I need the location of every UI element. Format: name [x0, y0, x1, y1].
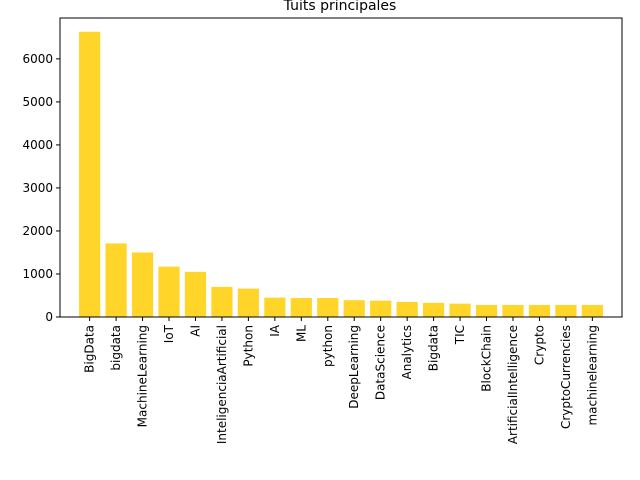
bar-Python: [237, 288, 259, 317]
bar-DeepLearning: [343, 300, 365, 317]
bar-Bigdata: [423, 302, 445, 317]
bar-IoT: [158, 266, 180, 317]
x-tick-label: Analytics: [400, 325, 414, 380]
x-tick-label: AI: [188, 325, 202, 337]
x-tick-label: bigdata: [109, 325, 123, 371]
x-tick-label: Bigdata: [427, 325, 441, 371]
bar-machinelearning: [581, 304, 603, 317]
y-tick-label: 2000: [22, 224, 53, 238]
y-tick-label: 0: [45, 310, 53, 324]
y-tick-label: 4000: [22, 138, 53, 152]
bar-Crypto: [528, 304, 551, 317]
x-tick-label: ArtificialIntelligence: [506, 325, 520, 444]
bar-python: [317, 298, 339, 317]
x-tick-label: python: [321, 325, 335, 367]
x-tick-label: ML: [294, 325, 308, 342]
chart-title: Tuits principales: [283, 0, 397, 14]
x-tick-label: IA: [268, 324, 282, 337]
bar-CryptoCurrencies: [555, 304, 577, 317]
x-tick-label: BlockChain: [480, 325, 494, 392]
y-axis: 0 1000 2000 3000 4000 5000 6000: [22, 52, 60, 324]
bar-Analytics: [396, 301, 418, 317]
bar-DataScience: [370, 300, 392, 317]
x-tick-label: machinelearning: [585, 325, 599, 426]
x-tick-label: Python: [241, 325, 255, 367]
bar-AI: [184, 271, 207, 317]
bars-group: [79, 31, 603, 317]
x-tick-label: BigData: [83, 325, 97, 373]
plot-frame: [59, 17, 623, 318]
y-tick-label: 6000: [22, 52, 53, 66]
y-tick-label: 1000: [22, 267, 53, 281]
x-tick-label: Crypto: [532, 325, 546, 365]
bar-ML: [290, 298, 312, 317]
y-tick-label: 3000: [22, 181, 53, 195]
bar-TIC: [449, 303, 471, 317]
bar-InteligenciaArtificial: [211, 286, 233, 317]
x-tick-label: IoT: [162, 324, 176, 343]
bar-IA: [264, 297, 286, 317]
bar-BigData: [79, 31, 101, 317]
bar-bigdata: [105, 243, 127, 317]
x-tick-label: InteligenciaArtificial: [215, 325, 229, 444]
y-tick-label: 5000: [22, 95, 53, 109]
x-tick-label: MachineLearning: [136, 325, 150, 427]
x-tick-label: DeepLearning: [347, 325, 361, 409]
bar-MachineLearning: [131, 252, 154, 317]
bar-ArtificialIntelligence: [502, 304, 524, 317]
x-tick-label: DataScience: [374, 325, 388, 400]
x-axis: BigData bigdata MachineLearning IoT AI Inteli…: [83, 317, 599, 444]
x-tick-label: TIC: [453, 325, 467, 345]
bar-BlockChain: [475, 304, 498, 317]
x-tick-label: CryptoCurrencies: [559, 325, 573, 429]
